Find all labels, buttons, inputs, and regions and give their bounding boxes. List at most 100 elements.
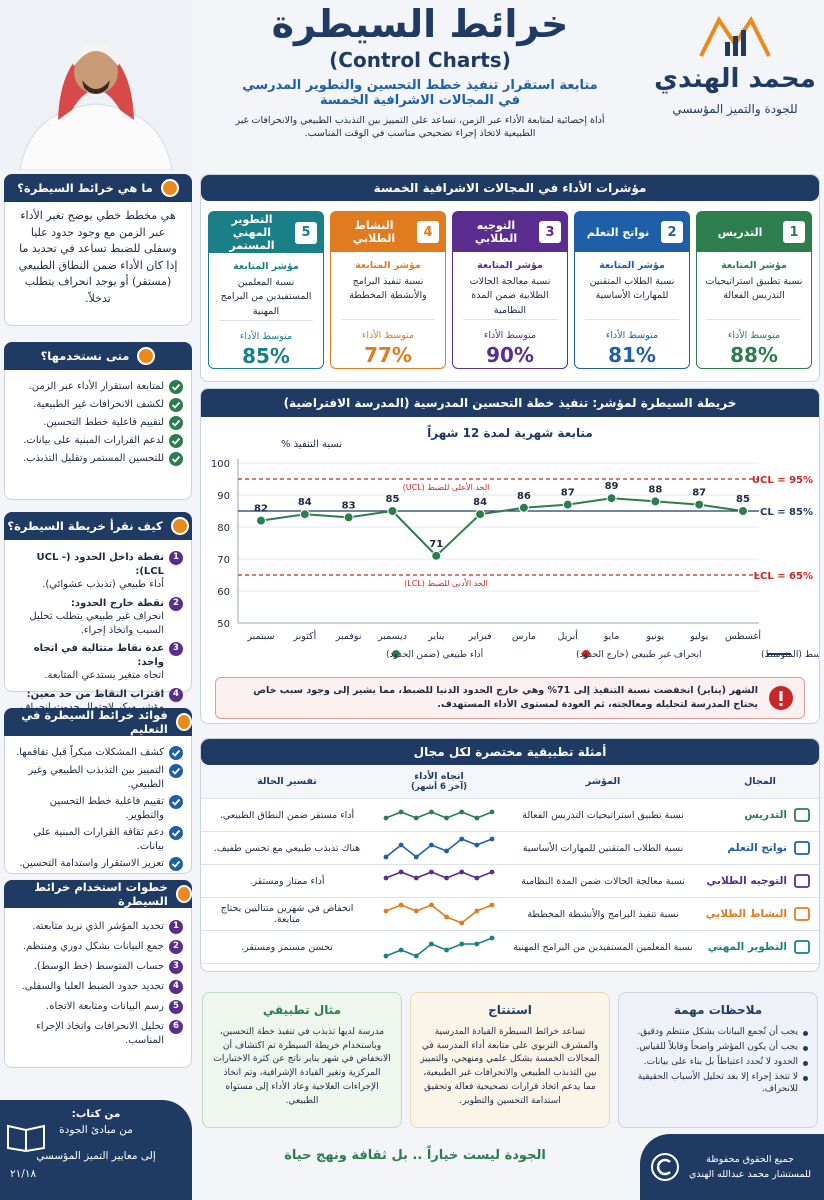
trend-point: [459, 836, 465, 842]
data-label: 85: [736, 494, 750, 505]
bullet: [169, 746, 183, 760]
item: اقتراب النقاط من حد معين: مؤشر مبكر لاحتم…: [17, 688, 164, 715]
y-tick-label: 80: [217, 523, 230, 534]
check: [171, 383, 181, 391]
limit-note: الحد الأعلى للضبط (UCL): [403, 482, 490, 492]
trend-point: [383, 953, 389, 959]
avg-label: متوسط الأداء: [483, 330, 537, 341]
limit-label: UCL = 95%: [752, 475, 813, 486]
item-text: رسم البيانات ومتابعة الاتجاه.: [46, 1001, 164, 1012]
number: 4: [169, 980, 183, 994]
list-item: يجب أن تُجمع البيانات بشكل منتظم ودقيق.: [628, 1026, 808, 1038]
trend-cell: [373, 868, 505, 894]
subtitle: (Control Charts): [329, 47, 511, 72]
sparkline: [383, 935, 495, 959]
item-text: يجب أن تُجمع البيانات بشكل منتظم ودقيق.: [637, 1026, 798, 1037]
divider: [219, 320, 313, 321]
item-text: جمع البيانات بشكل دوري ومنتظم.: [22, 941, 164, 952]
domain-icon: [794, 808, 810, 822]
icon-shape: [794, 841, 810, 855]
trend-point: [413, 854, 419, 860]
trend-cell: [373, 835, 505, 861]
icon-shape: [794, 808, 810, 822]
section-text: هي مخطط خطي يوضح تغير الأداء عبر الزمن م…: [4, 202, 192, 326]
data-point: [518, 502, 529, 513]
header-cell: المؤشر: [585, 776, 621, 787]
trend-point: [398, 902, 404, 908]
x-tick-label: يناير: [427, 631, 445, 642]
item-title: نقطة خارج الحدود:: [70, 597, 164, 609]
domain-cell: التطوير المهني: [701, 938, 819, 956]
item-text: لمتابعة استقرار الأداء عبر الزمن.: [28, 381, 164, 392]
book-line: إلى معايير التميز المؤسسي: [36, 1150, 156, 1162]
y-tick-label: 60: [217, 587, 230, 598]
trend-point: [413, 815, 419, 821]
chart-subtitle: متابعة شهرية لمدة 12 شهراً: [427, 424, 593, 440]
check-icon: [171, 798, 181, 806]
trend-cell: [373, 802, 505, 828]
card-header: 5 التطوير المهني المستمر: [209, 212, 323, 253]
table-row: نواتج التعلم نسبة الطلاب المتقنين للمهارا…: [201, 832, 819, 865]
avg-label: متوسط الأداء: [239, 331, 293, 342]
number: 4: [169, 687, 183, 702]
list-item: التمييز بين التذبذب الطبيعي وغير الطبيعي…: [13, 764, 183, 791]
note-cell: هناك تذبذب طبيعي مع تحسن طفيف.: [213, 842, 361, 854]
check-icon: [171, 401, 181, 409]
list-item: 1 تحديد المؤشر الذي نريد متابعته.: [13, 920, 183, 934]
indicator-card: 5 التطوير المهني المستمر مؤشر المتابعة نسبة…: [208, 211, 324, 369]
item-text: أداء طبيعي (تذبذب عشوائي).: [42, 579, 164, 590]
sidebar-what: ما هي خرائط السيطرة؟ هي مخطط خطي يوضح تغ…: [4, 174, 192, 326]
trend-point: [444, 914, 449, 920]
data-point: [694, 499, 705, 510]
avg-value: 90%: [486, 343, 534, 367]
item: نقطة خارج الحدود: انحراف غير طبيعي يتطلب …: [13, 597, 164, 638]
list-item: لا تتخذ إجراء إلا بعد تحليل الأسباب الحق…: [628, 1071, 808, 1095]
sparkline: [383, 836, 495, 860]
indicator-cell: نسبة تطبيق استراتيجيات التدريس الفعالة: [522, 809, 684, 821]
bullet: [803, 1030, 808, 1036]
note-cell: أداء مستقر ضمن النطاق الطبيعي.: [219, 809, 355, 821]
card-label: مؤشر المتابعة: [721, 260, 787, 271]
sidebar-benefits: فوائد خرائط السيطرة في التعليم كشف المشك…: [4, 708, 192, 874]
section-header: خطوات استخدام خرائط السيطرة: [4, 880, 192, 908]
data-label: 83: [342, 500, 356, 511]
sidebar-how: كيف نقرأ خريطة السيطرة؟ 1 نقطة داخل الحدو…: [4, 512, 192, 713]
data-point: [606, 493, 617, 504]
number: 3: [169, 642, 183, 656]
item-text: الحدود لا تُحدد اعتباطاً بل بناء على بيا…: [643, 1056, 798, 1067]
card-name: النشاط الطلابي: [352, 219, 396, 245]
table-body: التدريس نسبة تطبيق استراتيجيات التدريس ال…: [201, 799, 819, 964]
domain-name: النشاط الطلابي: [705, 908, 787, 920]
trend-line: [385, 904, 493, 924]
notes-box: ملاحظات مهمة يجب أن تُجمع البيانات بشكل …: [618, 992, 818, 1128]
icon: [137, 347, 156, 365]
trend-point: [489, 902, 495, 908]
section-title: متى نستخدمها؟: [40, 349, 130, 363]
list-item: 4 تحديد حدود الضبط العليا والسفلى.: [13, 980, 183, 994]
item-text: كشف المشكلات مبكراً قبل تفاقمها.: [15, 747, 164, 758]
chart-header: [201, 389, 819, 417]
legend-label: خط الوسط (المتوسط): [761, 650, 819, 660]
y-tick-label: 50: [217, 619, 230, 630]
card-header: 3 التوجيه الطلابي: [453, 212, 567, 252]
list-item: 2 نقطة خارج الحدود: انحراف غير طبيعي يتطلب…: [13, 596, 183, 638]
trend-point: [413, 908, 419, 914]
data-line: [260, 497, 744, 558]
card-name: التطوير المهني المستمر: [229, 213, 275, 252]
table-header: المجال المؤشر اتجاه الأداء (آخر 6 أشهر) ت…: [201, 765, 819, 799]
card-number: 2: [661, 221, 683, 243]
data-point: [299, 509, 310, 520]
header-line: في المجالات الاشرافية الخمسة: [320, 92, 520, 108]
card-number: 4: [417, 221, 439, 243]
x-tick-label: يوليو: [689, 631, 709, 642]
list-item: 5 رسم البيانات ومتابعة الاتجاه.: [13, 1000, 183, 1014]
icon: [160, 179, 179, 197]
item-title: نقطة داخل الحدود (UCL - LCL):: [36, 552, 164, 577]
domain-cell: النشاط الطلابي: [701, 905, 819, 923]
bullet: [169, 434, 183, 448]
indicator-card: 2 نواتج التعلم مؤشر المتابعة نسبة الطلاب ال…: [574, 211, 690, 369]
sparkline: [383, 869, 495, 881]
indicator-cell: نسبة الطلاب المتقنين للمهارات الأساسية: [522, 842, 684, 854]
section-title: خطوات استخدام خرائط السيطرة: [34, 880, 168, 908]
logo: محمد الهندي للجودة والتميز المؤسسي: [650, 10, 820, 116]
